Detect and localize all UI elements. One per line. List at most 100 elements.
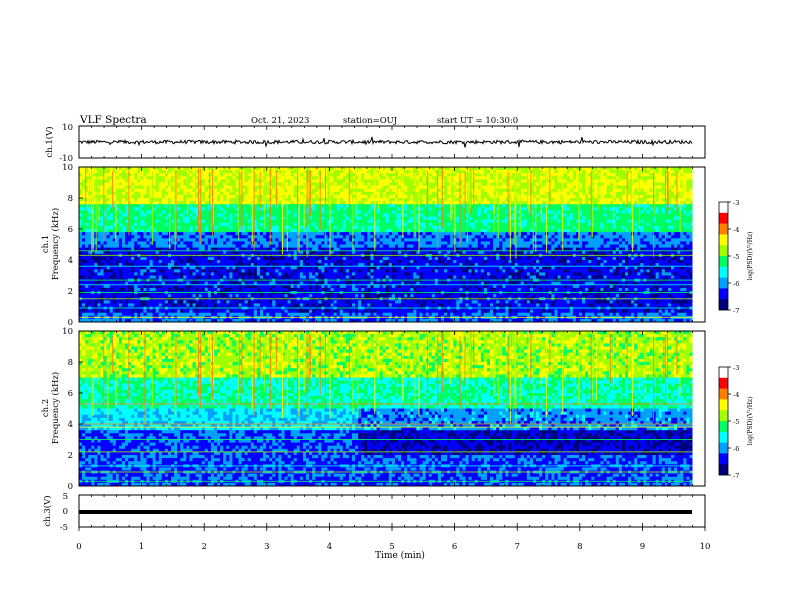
spec1-cell xyxy=(137,182,141,186)
spec1-cell xyxy=(112,244,117,248)
spec1-cell xyxy=(241,222,246,227)
spec1-cell xyxy=(128,284,132,289)
spec1-cell xyxy=(229,198,233,202)
spec1-cell xyxy=(315,247,319,252)
spec1-cell xyxy=(370,191,374,196)
spec1-cell xyxy=(210,241,215,245)
spec1-cell xyxy=(333,244,338,248)
spec1-cell xyxy=(137,309,141,314)
spec1-cell xyxy=(217,241,221,245)
spec1-cell xyxy=(128,309,132,314)
spec1-cell xyxy=(232,266,236,270)
spec1-cell xyxy=(97,275,101,279)
spec1-cell xyxy=(358,176,362,180)
spec1-cell xyxy=(213,303,218,307)
spec1-cell xyxy=(370,272,374,276)
spec1-cell xyxy=(333,300,338,304)
spec1-cell xyxy=(235,312,239,317)
spec1-cell xyxy=(302,275,307,279)
spec1-cell xyxy=(207,229,212,233)
spec1-cell xyxy=(358,247,362,252)
spec1-cell xyxy=(345,266,350,270)
spec1-cell xyxy=(345,256,350,261)
spec1-cell xyxy=(302,219,307,224)
spec1-cell xyxy=(266,300,270,304)
spec1-cell xyxy=(161,191,166,196)
spec1-cell xyxy=(370,309,374,314)
spec1-cell xyxy=(247,247,252,252)
spec1-cell xyxy=(229,213,233,217)
spec1-cell xyxy=(247,272,252,276)
spec1-cell xyxy=(118,287,123,292)
spec1-cell xyxy=(128,318,132,323)
spec1-cell xyxy=(355,235,359,239)
spec1-cell xyxy=(247,201,252,205)
spec1-cell xyxy=(103,188,108,193)
spec1-cell xyxy=(358,272,362,276)
spec1-cell xyxy=(321,207,325,211)
spec1-cell xyxy=(342,235,347,239)
spec1-cell xyxy=(152,263,157,267)
spec1-cell xyxy=(158,173,163,177)
spec1-cell xyxy=(85,210,89,214)
spec1-cell xyxy=(201,222,206,227)
spec1-cell xyxy=(259,204,264,208)
spec1-cell xyxy=(204,188,209,193)
spec1-cell xyxy=(213,173,218,177)
spec1-cell xyxy=(217,225,221,230)
spec1-cell xyxy=(324,213,328,217)
spec1-cell xyxy=(284,300,288,304)
spec1-cell xyxy=(253,260,258,264)
spec1-cell xyxy=(305,281,310,286)
spec1-cell xyxy=(352,309,356,314)
spec1-cell xyxy=(226,173,230,177)
spec1-cell xyxy=(339,229,344,233)
spec1-cell xyxy=(115,232,120,236)
spec1-cell xyxy=(220,170,224,174)
spec1-cell xyxy=(275,284,279,289)
spec1-cell xyxy=(256,266,261,270)
spec1-cell xyxy=(312,235,316,239)
spec1-cell xyxy=(171,303,175,307)
spec1-cell xyxy=(180,185,184,190)
spec1-cell xyxy=(137,170,141,174)
spec1-cell xyxy=(238,284,242,289)
spec1-cell xyxy=(266,250,270,255)
spec1-cell xyxy=(281,179,285,183)
spec1-cell xyxy=(229,263,233,267)
spec1-cell xyxy=(201,204,206,208)
spec1-cell xyxy=(183,191,187,196)
spec1-cell xyxy=(259,303,264,307)
spec1-cell xyxy=(339,247,344,252)
spec1-cell xyxy=(201,213,206,217)
spec1-cell xyxy=(256,219,261,224)
spec1-cell xyxy=(330,281,334,286)
spec1-cell xyxy=(217,219,221,224)
spec1-cell xyxy=(336,294,341,298)
spec1-cell xyxy=(177,260,181,264)
spec1-cell xyxy=(121,309,126,314)
spec1-cell xyxy=(189,300,193,304)
spec1-cell xyxy=(79,225,83,230)
spec1-cell xyxy=(155,260,160,264)
spec1-cell xyxy=(100,170,104,174)
spec1-cell xyxy=(299,225,304,230)
spec1-cell xyxy=(244,213,249,217)
spec1-cell xyxy=(112,222,117,227)
spec1-cell xyxy=(284,207,288,211)
spec1-cell xyxy=(118,309,123,314)
spec1-cell xyxy=(85,188,89,193)
spec1-cell xyxy=(269,179,273,183)
spec1-cell xyxy=(284,219,288,224)
spec1-cell xyxy=(302,191,307,196)
spec1-cell xyxy=(333,250,338,255)
spec1-cell xyxy=(106,210,111,214)
spec1-cell xyxy=(278,269,282,273)
spec1-cell xyxy=(352,204,356,208)
spec1-cell xyxy=(143,247,147,252)
spec1-cell xyxy=(204,182,209,186)
spec1-cell xyxy=(321,281,325,286)
spec1-cell xyxy=(171,287,175,292)
spec1-cell xyxy=(143,309,147,314)
spec1-cell xyxy=(220,303,224,307)
